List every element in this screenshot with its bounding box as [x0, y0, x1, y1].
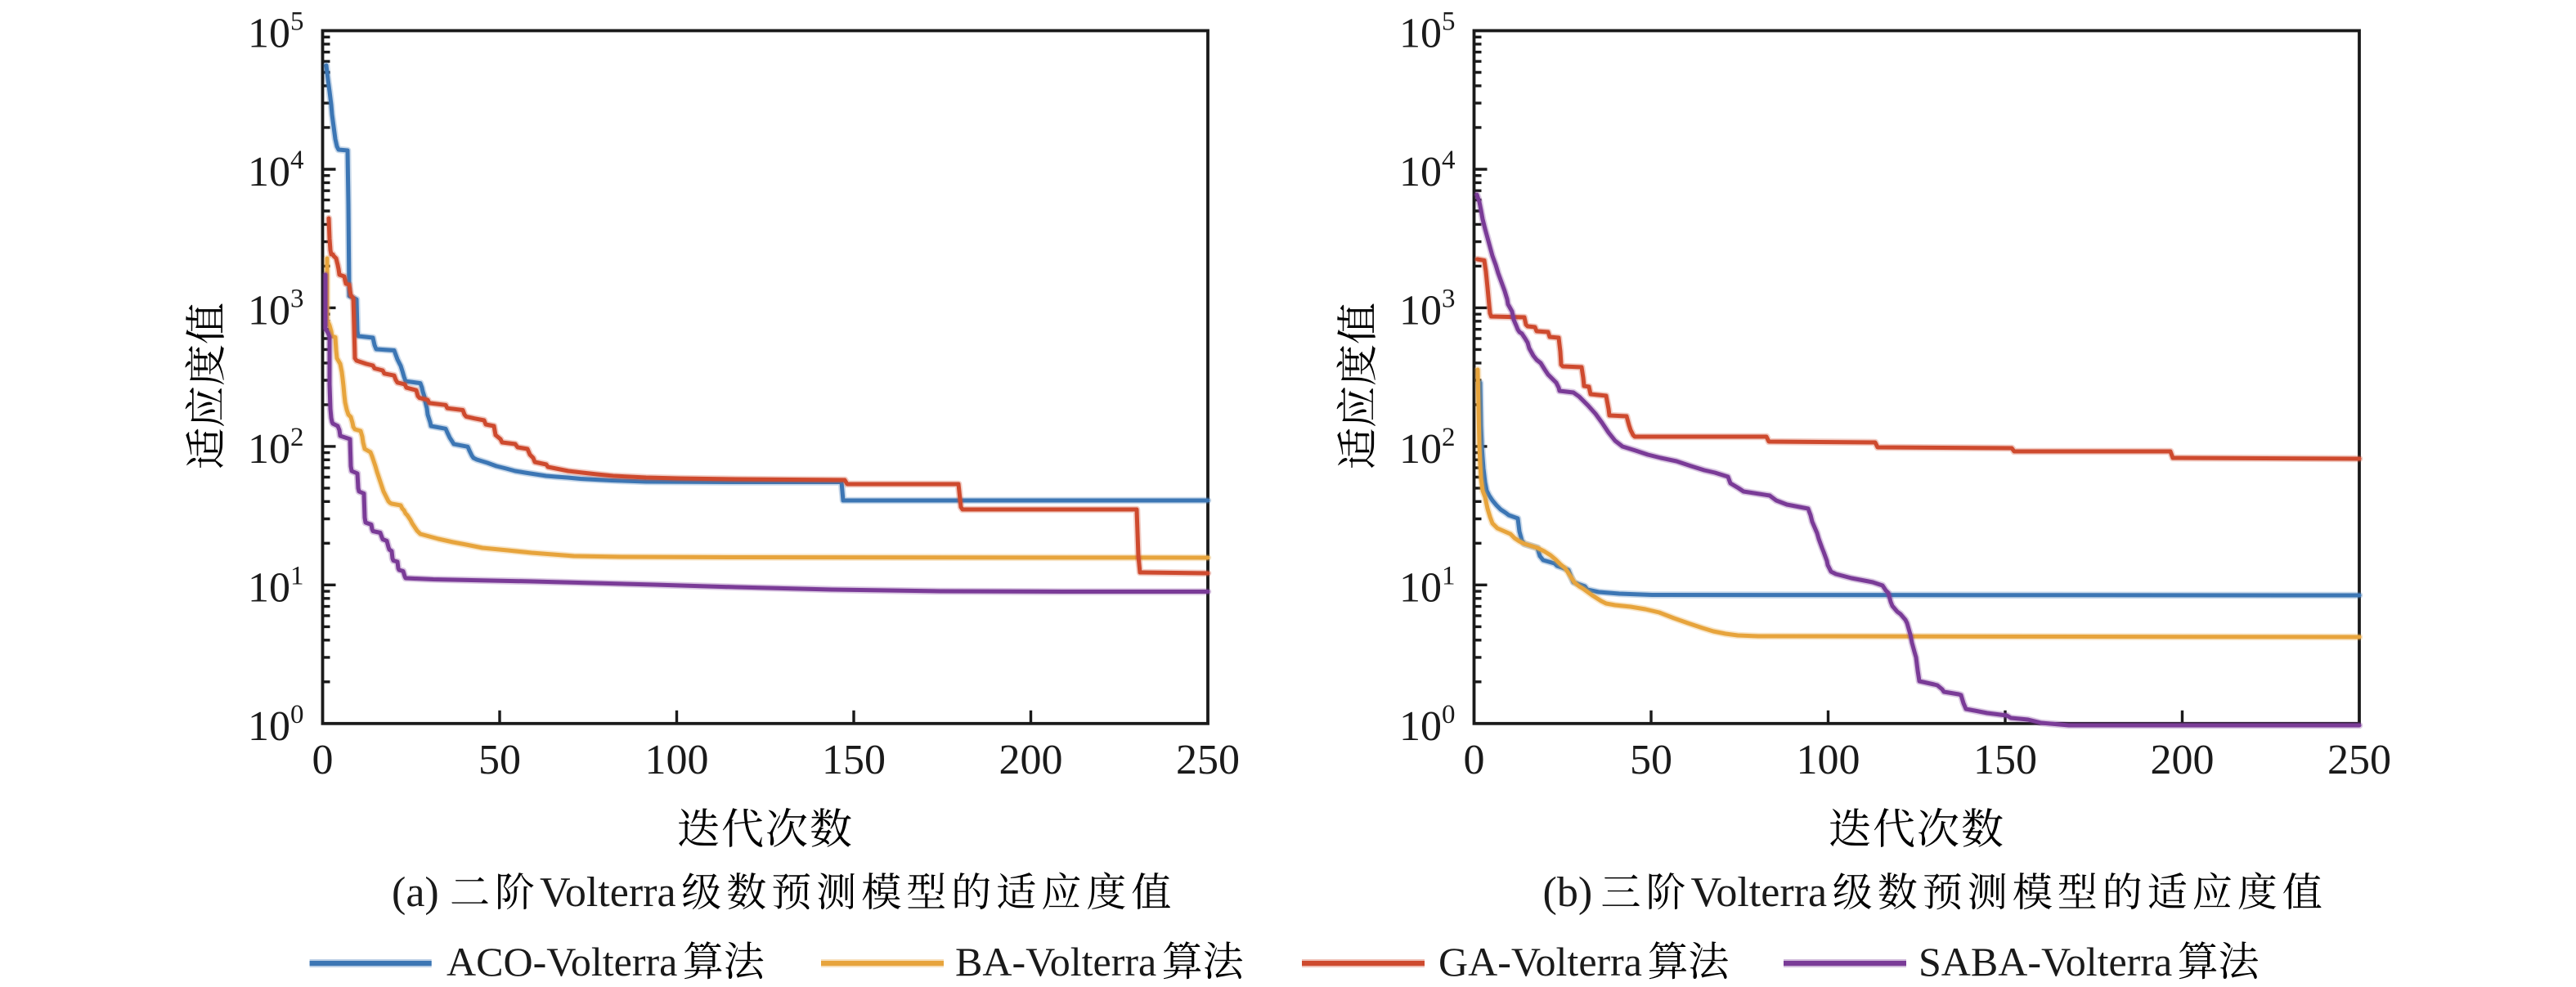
svg-text:0: 0 — [1464, 737, 1485, 783]
svg-text:250: 250 — [1176, 737, 1240, 783]
svg-text:200: 200 — [999, 737, 1063, 783]
svg-text:100: 100 — [645, 737, 709, 783]
svg-text:GA-Volterra: GA-Volterra — [1438, 939, 1642, 985]
svg-text:50: 50 — [478, 737, 521, 783]
svg-text:200: 200 — [2151, 737, 2215, 783]
svg-text:ACO-Volterra: ACO-Volterra — [447, 939, 677, 985]
svg-text:SABA-Volterra: SABA-Volterra — [1919, 939, 2172, 985]
svg-text:100: 100 — [1797, 737, 1860, 783]
svg-text:(b): (b) — [1543, 869, 1593, 916]
svg-text:Volterra: Volterra — [540, 869, 676, 916]
svg-text:100: 100 — [248, 700, 304, 750]
svg-text:104: 104 — [248, 146, 304, 195]
svg-text:150: 150 — [1973, 737, 2037, 783]
svg-text:250: 250 — [2327, 737, 2391, 783]
svg-text:0: 0 — [312, 737, 334, 783]
svg-text:BA-Volterra: BA-Volterra — [955, 939, 1156, 985]
svg-text:104: 104 — [1399, 146, 1456, 195]
svg-text:150: 150 — [822, 737, 886, 783]
svg-text:(a): (a) — [392, 869, 439, 916]
svg-text:50: 50 — [1630, 737, 1672, 783]
svg-text:Volterra: Volterra — [1691, 869, 1828, 916]
